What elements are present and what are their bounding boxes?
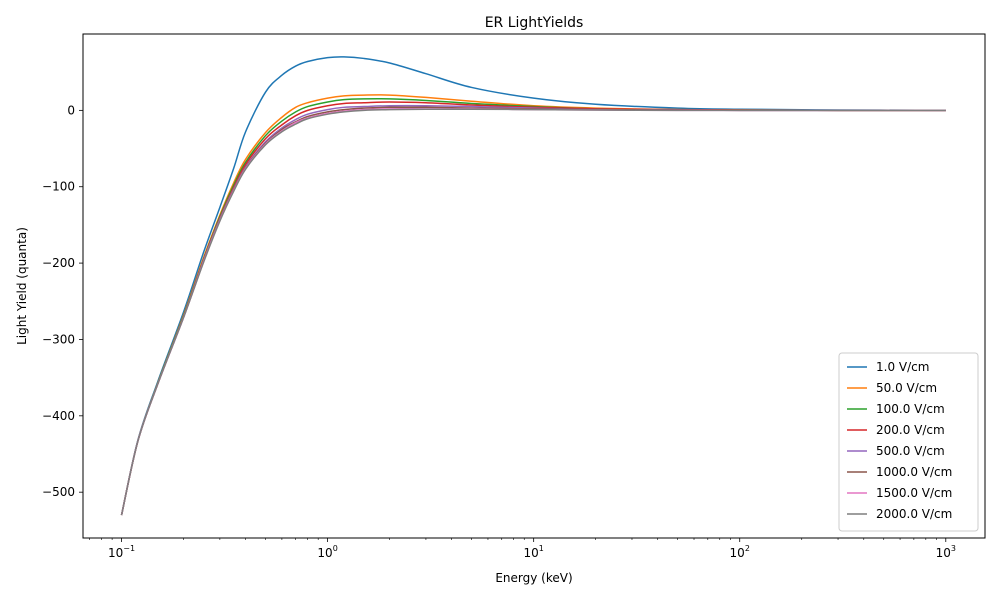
y-axis-label: Light Yield (quanta): [15, 227, 29, 345]
x-axis-label: Energy (keV): [495, 571, 572, 585]
legend-label-5: 1000.0 V/cm: [876, 465, 952, 479]
x-tick-label-2: 101: [523, 544, 543, 560]
legend-label-3: 200.0 V/cm: [876, 423, 945, 437]
series-line-1: [120, 94, 946, 516]
y-axis: 0 −100 −200 −300 −400 −500: [42, 103, 83, 499]
y-tick-label-2: −200: [42, 256, 75, 270]
series-line-0: [120, 56, 946, 516]
legend-label-1: 50.0 V/cm: [876, 381, 937, 395]
y-tick-label-5: −500: [42, 485, 75, 499]
y-tick-label-4: −400: [42, 409, 75, 423]
legend-label-4: 500.0 V/cm: [876, 444, 945, 458]
series-line-7: [120, 108, 946, 516]
x-tick-label-1: 100: [317, 544, 337, 560]
x-tick-label-0: 10−1: [108, 544, 135, 560]
legend-label-7: 2000.0 V/cm: [876, 507, 952, 521]
chart-title: ER LightYields: [485, 15, 584, 31]
legend-label-6: 1500.0 V/cm: [876, 486, 952, 500]
series-line-3: [120, 101, 946, 516]
x-axis: 10−1 100 101 102 103: [89, 538, 956, 560]
x-tick-label-4: 103: [936, 544, 956, 560]
y-tick-label-0: 0: [67, 103, 75, 117]
legend-frame: [838, 352, 979, 532]
y-tick-label-3: −300: [42, 332, 75, 346]
y-tick-label-1: −100: [42, 180, 75, 194]
x-tick-label-3: 102: [730, 544, 750, 560]
legend-label-2: 100.0 V/cm: [876, 402, 945, 416]
legend: 1.0 V/cm 50.0 V/cm 100.0 V/cm 200.0 V/cm 500…: [838, 352, 979, 532]
series-layer: [120, 56, 946, 516]
legend-label-0: 1.0 V/cm: [876, 360, 929, 374]
